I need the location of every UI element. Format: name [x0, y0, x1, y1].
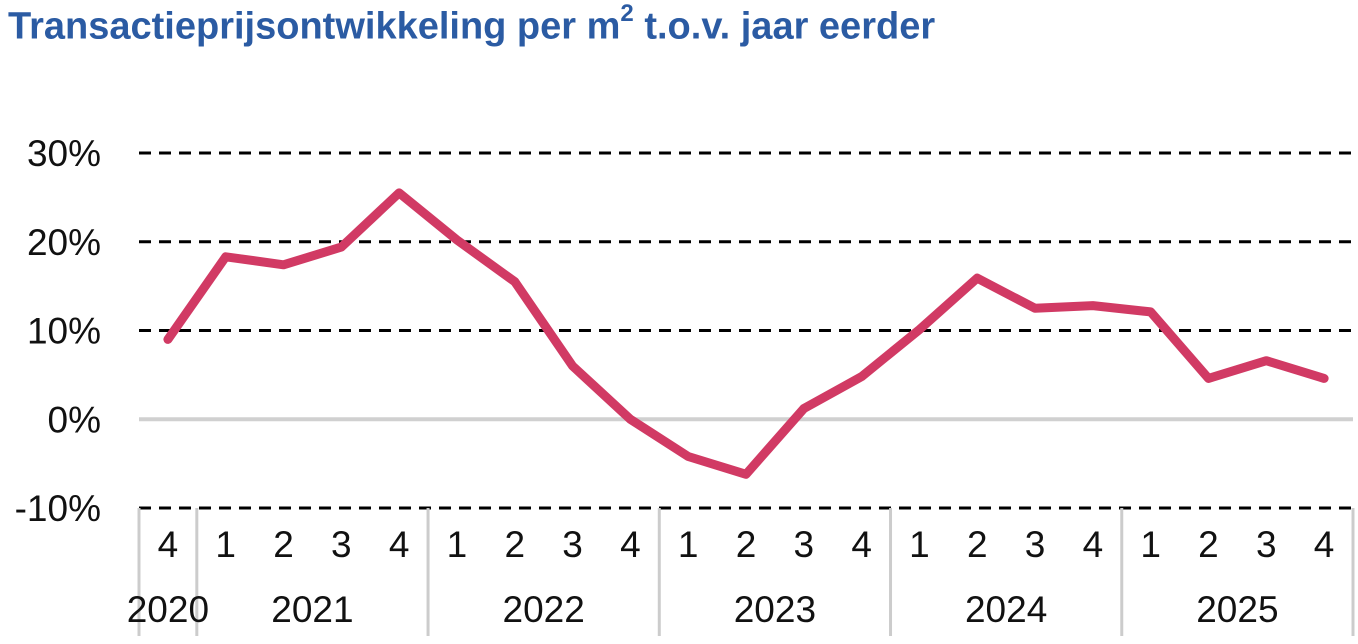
- data-point: [687, 456, 689, 458]
- quarter-tick-label: 3: [562, 524, 583, 565]
- year-label: 2022: [503, 589, 585, 630]
- chart-title-rest: t.o.v. jaar eerder: [633, 5, 936, 48]
- quarter-tick-label: 3: [794, 524, 815, 565]
- y-axis: 30% 20% 10% 0% -10%: [15, 133, 101, 529]
- quarter-tick-label: 1: [215, 524, 236, 565]
- quarter-tick-label: 1: [1140, 524, 1161, 565]
- quarter-tick-label: 4: [620, 524, 641, 565]
- y-tick-label: -10%: [15, 488, 101, 529]
- y-tick-label: 20%: [27, 222, 101, 263]
- series-line: [163, 188, 1329, 479]
- data-point: [398, 192, 400, 194]
- series-layer: [163, 188, 1329, 479]
- data-point: [514, 281, 516, 283]
- data-point: [629, 418, 631, 420]
- quarter-tick-label: 4: [389, 524, 410, 565]
- data-point: [745, 473, 747, 475]
- quarter-tick-label: 3: [1256, 524, 1277, 565]
- quarter-tick-label: 1: [447, 524, 468, 565]
- data-point: [976, 277, 978, 279]
- quarter-tick-label: 2: [967, 524, 988, 565]
- y-tick-label: 0%: [48, 399, 101, 440]
- quarter-tick-label: 1: [909, 524, 930, 565]
- data-point: [167, 338, 169, 340]
- year-label: 2021: [271, 589, 353, 630]
- quarter-tick-label: 1: [678, 524, 699, 565]
- year-label: 2024: [965, 589, 1047, 630]
- y-tick-label: 10%: [27, 311, 101, 352]
- y-tick-label: 30%: [27, 133, 101, 174]
- data-point: [456, 239, 458, 241]
- quarter-tick-label: 4: [851, 524, 872, 565]
- data-point: [340, 246, 342, 248]
- data-point: [1207, 377, 1209, 379]
- chart-title-superscript: 2: [620, 0, 634, 27]
- data-point: [803, 408, 805, 410]
- quarter-tick-label: 3: [1025, 524, 1046, 565]
- data-point: [225, 256, 227, 258]
- quarter-tick-label: 2: [504, 524, 525, 565]
- year-label: 2023: [734, 589, 816, 630]
- quarter-tick-label: 3: [331, 524, 352, 565]
- quarter-tick-label: 2: [736, 524, 757, 565]
- data-point: [1323, 377, 1325, 379]
- data-point: [1265, 360, 1267, 362]
- chart-title-main: Transactieprijsontwikkeling per m: [8, 5, 621, 48]
- quarter-tick-label: 2: [1198, 524, 1219, 565]
- quarter-tick-label: 4: [1314, 524, 1335, 565]
- data-point: [918, 329, 920, 331]
- data-point: [1034, 307, 1036, 309]
- quarter-tick-label: 4: [158, 524, 179, 565]
- data-point: [1150, 311, 1152, 313]
- year-label: 2020: [127, 589, 209, 630]
- data-point: [1092, 305, 1094, 307]
- quarter-tick-label: 4: [1083, 524, 1104, 565]
- quarter-tick-label: 2: [273, 524, 294, 565]
- data-point: [861, 376, 863, 378]
- data-point: [283, 264, 285, 266]
- year-label: 2025: [1196, 589, 1278, 630]
- chart-title: Transactieprijsontwikkeling per m2 t.o.v…: [8, 0, 936, 49]
- data-point: [572, 365, 574, 367]
